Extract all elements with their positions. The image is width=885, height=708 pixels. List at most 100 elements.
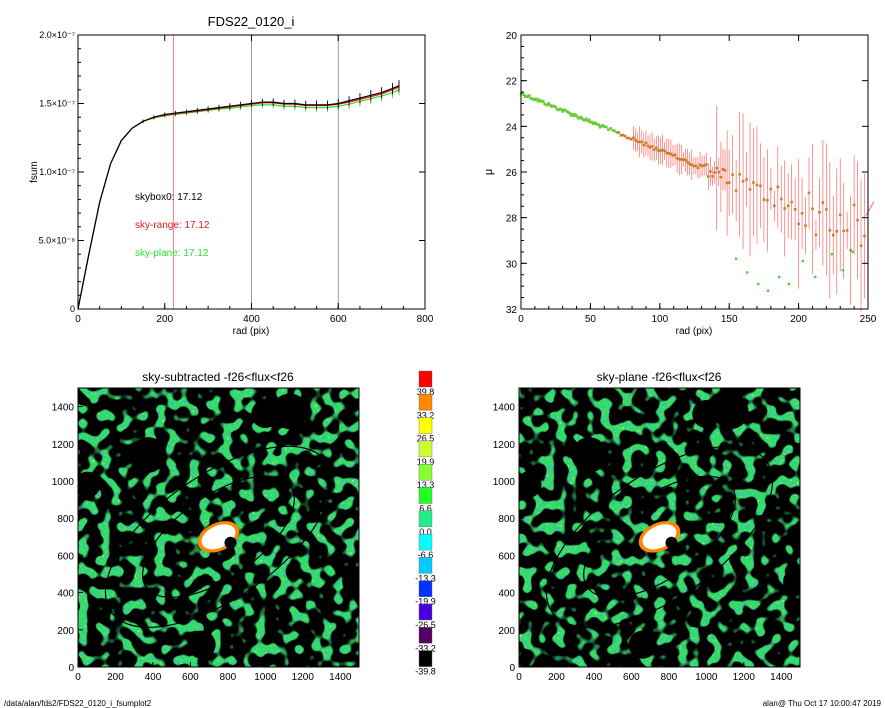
colorbar-swatch <box>418 650 433 667</box>
data-point <box>596 122 599 126</box>
colorbar-swatch <box>418 417 433 434</box>
y-tick-label: 1000 <box>493 477 516 488</box>
data-point <box>602 125 606 128</box>
colorbar-swatch <box>418 394 433 411</box>
data-point <box>583 118 587 122</box>
data-point <box>762 198 766 201</box>
star-mask <box>628 630 657 659</box>
x-tick-label: 1200 <box>733 672 756 683</box>
y-tick-label: 1000 <box>52 477 75 488</box>
data-point <box>551 104 555 108</box>
x-tick-label: 0 <box>75 314 81 325</box>
data-point <box>818 210 821 214</box>
x-tick-label: 1400 <box>770 672 793 683</box>
star-mask <box>251 399 280 429</box>
data-point-low <box>746 271 749 274</box>
x-tick-label: 800 <box>220 672 237 683</box>
data-point <box>532 98 535 101</box>
data-point <box>659 149 662 153</box>
y-tick-label: 28 <box>506 214 518 225</box>
data-point <box>611 128 614 132</box>
data-point <box>617 131 621 134</box>
data-point <box>707 175 710 178</box>
data-point <box>745 178 748 181</box>
y-tick-label: 400 <box>498 589 515 600</box>
data-point-low <box>734 257 738 260</box>
y-tick-label: 1200 <box>52 440 75 451</box>
surface-brightness-plot: 0 50 100 150 200 250 20 22 24 26 28 30 32 rad (pix)… <box>483 31 877 337</box>
data-point <box>828 229 832 232</box>
x-axis-label: rad (pix) <box>676 326 713 337</box>
annotation-sky-plane: sky-plane: 17.12 <box>135 248 209 259</box>
data-point <box>555 108 559 111</box>
x-tick-label: 400 <box>243 314 260 325</box>
data-point <box>700 164 704 168</box>
data-point <box>579 115 582 119</box>
data-point <box>698 163 702 167</box>
data-point <box>755 183 759 187</box>
data-point <box>856 218 859 222</box>
data-point <box>591 122 595 125</box>
star-mask <box>271 393 308 430</box>
x-axis: 0 200 400 600 800 1000 1200 1400 <box>75 662 352 683</box>
data-point <box>634 138 637 142</box>
x-tick-label: 200 <box>156 314 173 325</box>
colorbar-swatch <box>418 370 433 388</box>
colorbar-label: -39.8 <box>415 667 436 677</box>
data-series <box>77 80 400 310</box>
colorbar-label: 26.5 <box>417 434 435 444</box>
data-point <box>630 137 633 141</box>
isophote-ellipse <box>142 475 295 599</box>
x-tick-label: 200 <box>548 672 565 683</box>
image-content <box>519 388 800 667</box>
x-tick-label: 600 <box>182 672 199 683</box>
x-tick-label: 50 <box>585 314 597 325</box>
data-point <box>625 136 629 140</box>
colorbar-swatch <box>418 557 433 574</box>
data-point <box>632 136 635 140</box>
data-point <box>576 116 580 120</box>
data-point <box>558 107 562 111</box>
y-tick-label: 1.0×10⁻⁷ <box>39 167 75 177</box>
y-axis: 0 5.0×10⁻⁸ 1.0×10⁻⁷ 1.5×10⁻⁷ 2.0×10⁻⁷ <box>39 30 425 314</box>
colorbar-swatch <box>418 627 433 644</box>
data-point <box>587 118 591 122</box>
data-point <box>719 175 723 179</box>
image-title: sky-subtracted -f26<flux<f26 <box>142 370 294 384</box>
x-tick-label: 400 <box>586 672 603 683</box>
y-tick-label: 32 <box>506 305 518 316</box>
data-point <box>534 97 538 101</box>
data-point <box>863 234 866 238</box>
data-point <box>842 229 846 233</box>
x-tick-label: 800 <box>661 672 678 683</box>
data-point <box>546 103 549 107</box>
data-point <box>523 95 527 98</box>
series-line-sky-plane <box>77 89 400 310</box>
y-tick-label: 1.5×10⁻⁷ <box>39 99 75 109</box>
data-point <box>665 151 669 155</box>
data-series <box>519 91 875 312</box>
colorbar-label: 33.2 <box>417 410 435 420</box>
data-point <box>766 199 769 202</box>
data-point <box>623 134 627 138</box>
x-tick-label: 250 <box>860 314 877 325</box>
data-point <box>540 99 544 103</box>
data-point <box>553 104 556 108</box>
y-tick-label: 0 <box>70 304 75 314</box>
data-point <box>661 148 664 152</box>
data-point <box>694 164 698 168</box>
data-point <box>690 163 694 167</box>
data-point <box>779 197 783 201</box>
data-point <box>650 145 654 148</box>
y-tick-label: 26 <box>506 168 518 179</box>
data-point <box>597 123 601 127</box>
isophote-ellipse <box>545 445 774 628</box>
data-point-low <box>830 253 834 256</box>
data-point <box>859 244 863 248</box>
data-point <box>619 134 623 137</box>
data-point <box>838 213 842 217</box>
data-point <box>575 114 578 118</box>
y-tick-label: 1200 <box>493 440 516 451</box>
data-point <box>684 158 687 162</box>
